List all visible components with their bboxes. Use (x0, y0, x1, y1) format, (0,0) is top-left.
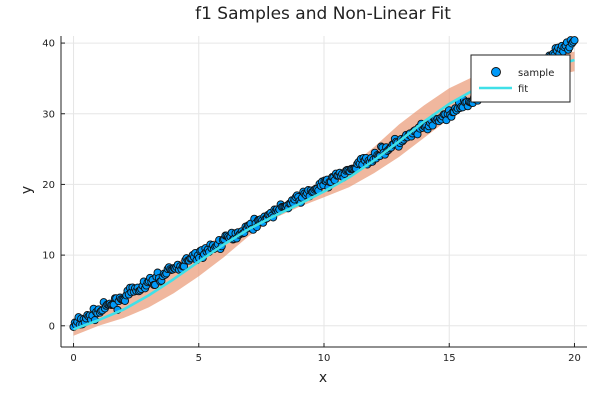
grid (61, 36, 587, 347)
legend-sample-label: sample (518, 68, 554, 79)
x-tick-label-2: 10 (318, 353, 331, 364)
tick-labels: 0 5 10 15 20 0 10 20 30 40 (42, 39, 581, 364)
legend-fit-label: fit (518, 84, 528, 95)
x-tick-label-3: 15 (443, 353, 456, 364)
band-area (73, 51, 575, 336)
confidence-band (73, 51, 575, 336)
x-tick-label-1: 5 (196, 353, 202, 364)
legend-box (470, 54, 571, 103)
x-tick-label-0: 0 (70, 353, 76, 364)
x-tick-label-4: 20 (568, 353, 581, 364)
y-tick-label-2: 20 (42, 180, 55, 191)
legend-sample-marker (491, 67, 501, 77)
legend: sample fit (470, 54, 571, 103)
y-tick-label-0: 0 (49, 321, 55, 332)
y-tick-label-1: 10 (42, 251, 55, 262)
chart-title: f1 Samples and Non-Linear Fit (195, 4, 451, 24)
x-axis-label: x (319, 370, 327, 386)
y-tick-label-3: 30 (42, 109, 55, 120)
sample-point (570, 36, 579, 45)
y-tick-label-4: 40 (42, 39, 55, 50)
y-axis-label: y (19, 186, 35, 194)
